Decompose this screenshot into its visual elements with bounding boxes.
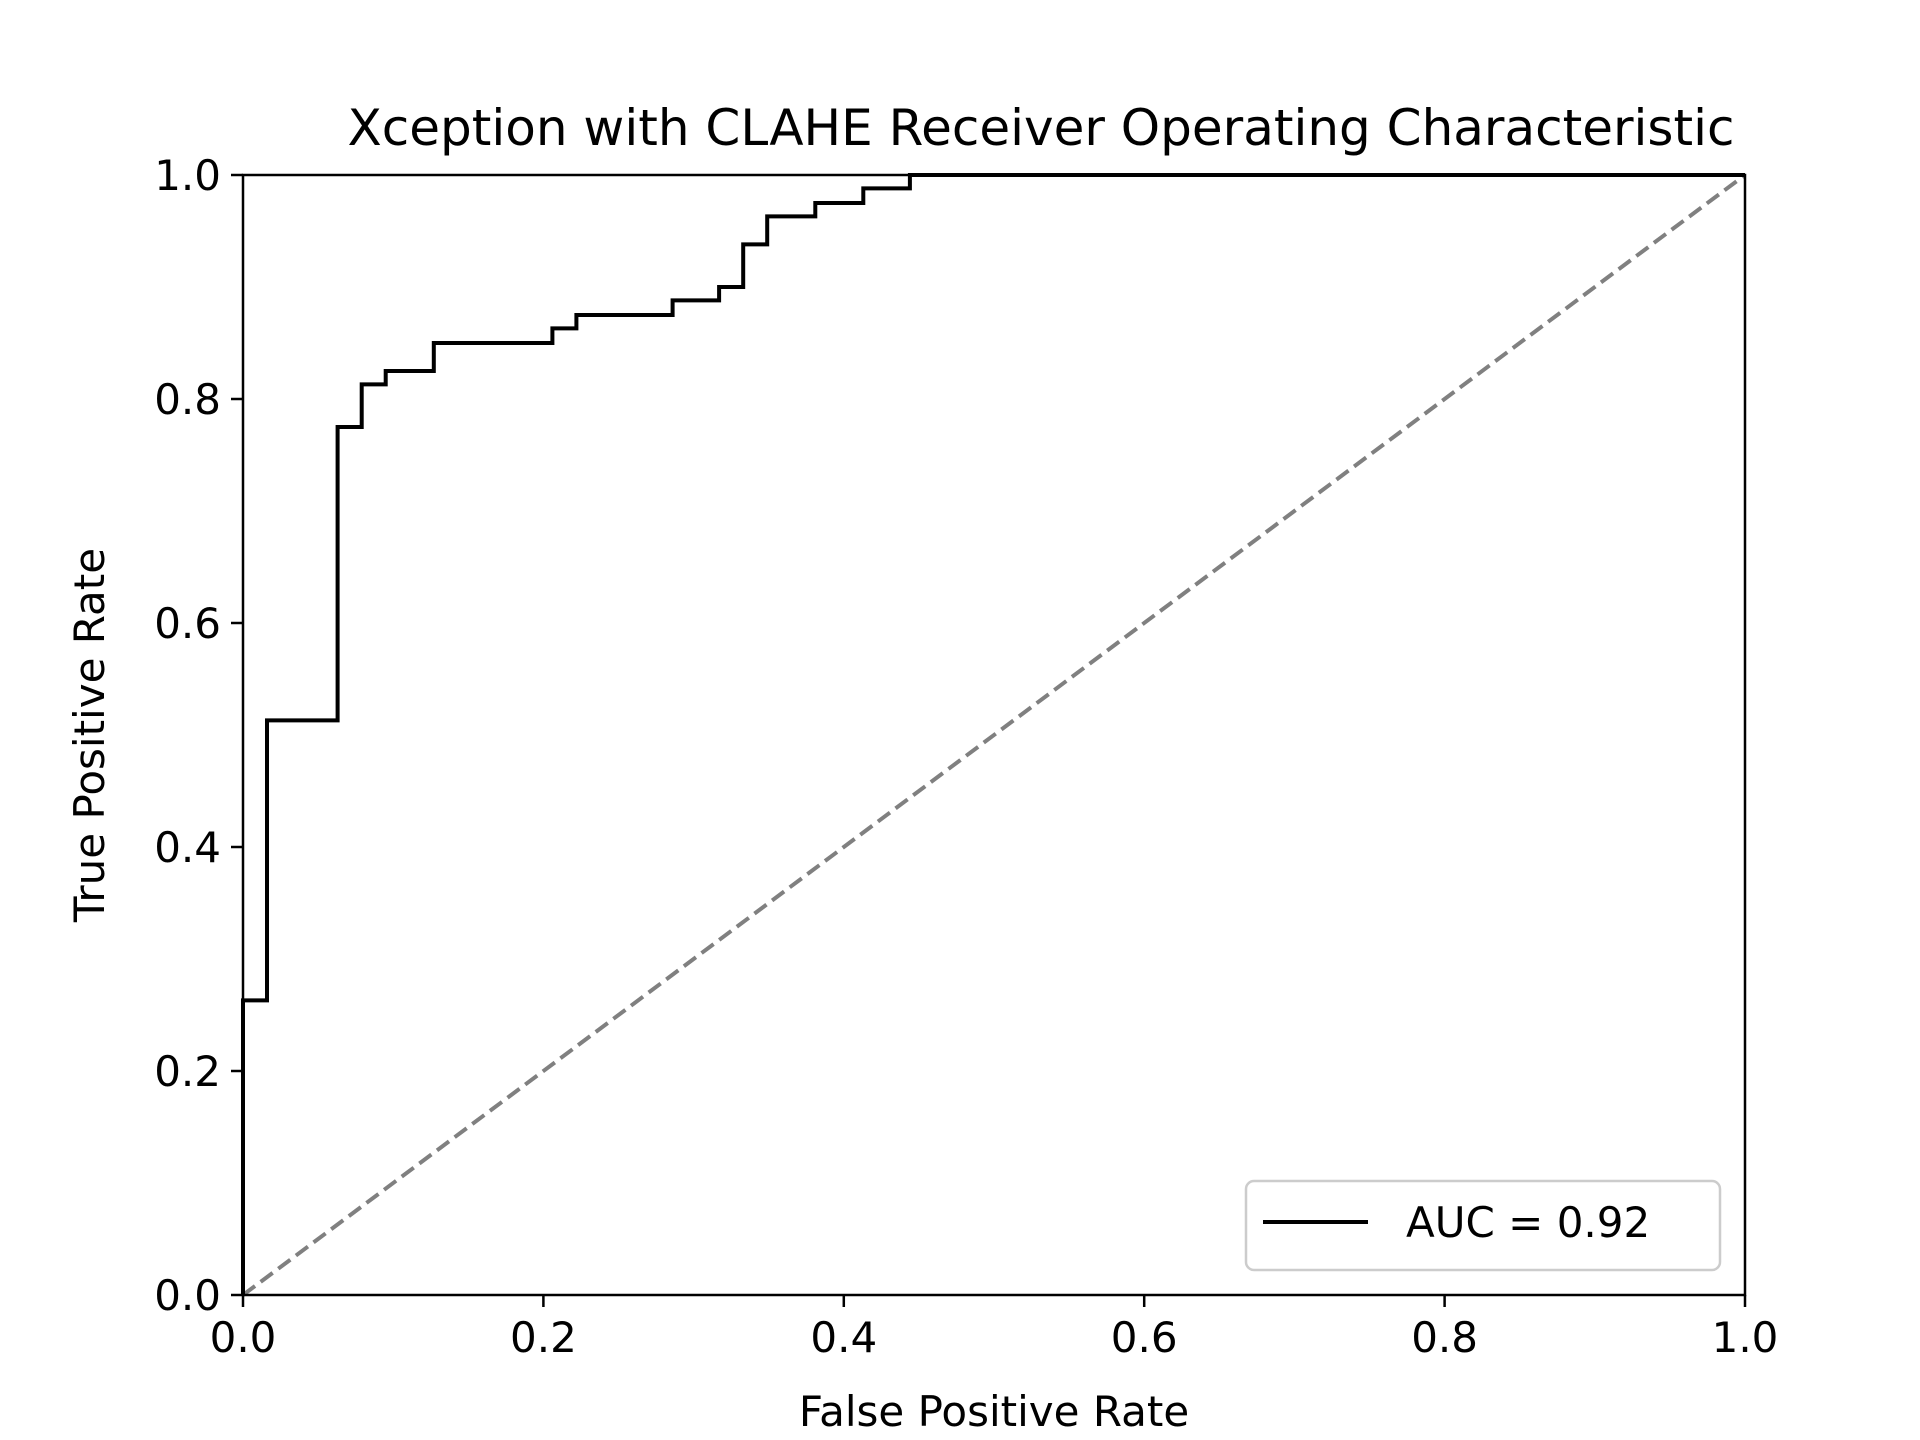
chance-diagonal-line bbox=[241, 173, 1747, 1297]
y-tick-label: 0.2 bbox=[154, 1047, 221, 1096]
legend-box bbox=[1244, 1179, 1722, 1272]
x-tick-label: 0.6 bbox=[1111, 1313, 1178, 1362]
axis-ticks: 0.0 0.2 0.4 0.6 0.8 1.0 0.0 0.2 0.4 0.6 0.8 1.0 bbox=[154, 151, 1778, 1362]
roc-curve-line bbox=[241, 173, 1745, 1295]
legend-label: AUC = 0.92 bbox=[1406, 1198, 1650, 1247]
y-tick-label: 0.6 bbox=[154, 599, 221, 648]
legend: AUC = 0.92 bbox=[1244, 1179, 1722, 1272]
y-tick-label: 0.8 bbox=[154, 375, 221, 424]
x-tick-label: 1.0 bbox=[1712, 1313, 1779, 1362]
y-tick-label: 0.0 bbox=[154, 1271, 221, 1320]
y-tick-label: 1.0 bbox=[154, 151, 221, 200]
x-tick-label: 0.2 bbox=[510, 1313, 577, 1362]
x-axis-label: False Positive Rate bbox=[799, 1387, 1189, 1436]
x-tick-label: 0.4 bbox=[810, 1313, 877, 1362]
x-tick-label: 0.8 bbox=[1411, 1313, 1478, 1362]
plot-area bbox=[241, 173, 1747, 1297]
chart-title: Xception with CLAHE Receiver Operating C… bbox=[348, 99, 1735, 157]
y-axis-label: True Positive Rate bbox=[65, 548, 114, 923]
y-tick-label: 0.4 bbox=[154, 823, 221, 872]
plot-frame bbox=[241, 173, 1747, 1297]
x-tick-label: 0.0 bbox=[210, 1313, 277, 1362]
